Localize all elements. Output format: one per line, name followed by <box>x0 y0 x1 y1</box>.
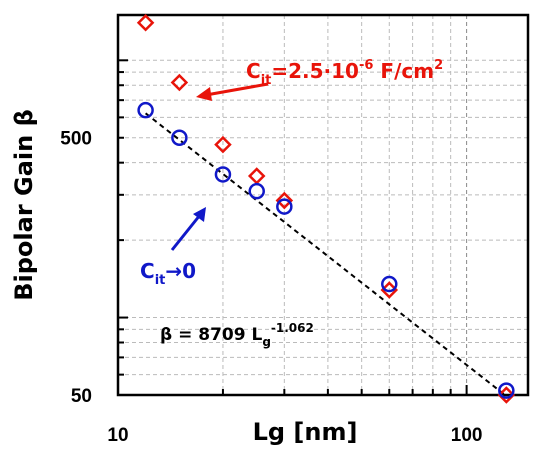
annotation-red-arrow <box>196 82 269 101</box>
data-point-red <box>214 135 232 154</box>
x-axis-label: Lg [nm] <box>253 418 358 446</box>
annotation-blue: Cit→0 <box>140 259 196 288</box>
fit-line <box>144 112 507 397</box>
y-tick-label: 50 <box>71 386 92 407</box>
data-point-blue <box>498 382 515 399</box>
x-tick-label: 100 <box>451 425 483 446</box>
data-point-red <box>275 191 294 210</box>
x-axis-ticks: 10 100 <box>107 385 482 446</box>
data-point-blue <box>276 198 293 215</box>
series-cit-2.5e-6 <box>136 13 516 404</box>
annotation-blue-arrow <box>170 207 206 251</box>
fit-equation: β = 8709 Lg-1.062 <box>160 321 314 349</box>
data-point-red <box>497 386 516 404</box>
data-point-blue <box>381 275 398 293</box>
y-axis-ticks: 50 500 <box>60 59 128 407</box>
data-point-red <box>170 73 189 92</box>
data-point-blue <box>171 129 188 146</box>
plot-frame <box>116 13 530 397</box>
data-point-red <box>247 167 266 185</box>
series-cit-zero <box>137 101 515 399</box>
data-point-red <box>136 13 155 32</box>
data-point-blue <box>214 166 232 183</box>
annotation-red: Cit=2.5·10-6 F/cm2 <box>246 58 443 88</box>
y-axis-label: Bipolar Gain β <box>10 109 38 301</box>
y-tick-label: 500 <box>60 129 92 150</box>
x-tick-label: 10 <box>107 425 128 446</box>
data-point-blue <box>248 182 265 200</box>
data-point-blue <box>137 101 154 119</box>
grid-lines <box>118 15 528 395</box>
